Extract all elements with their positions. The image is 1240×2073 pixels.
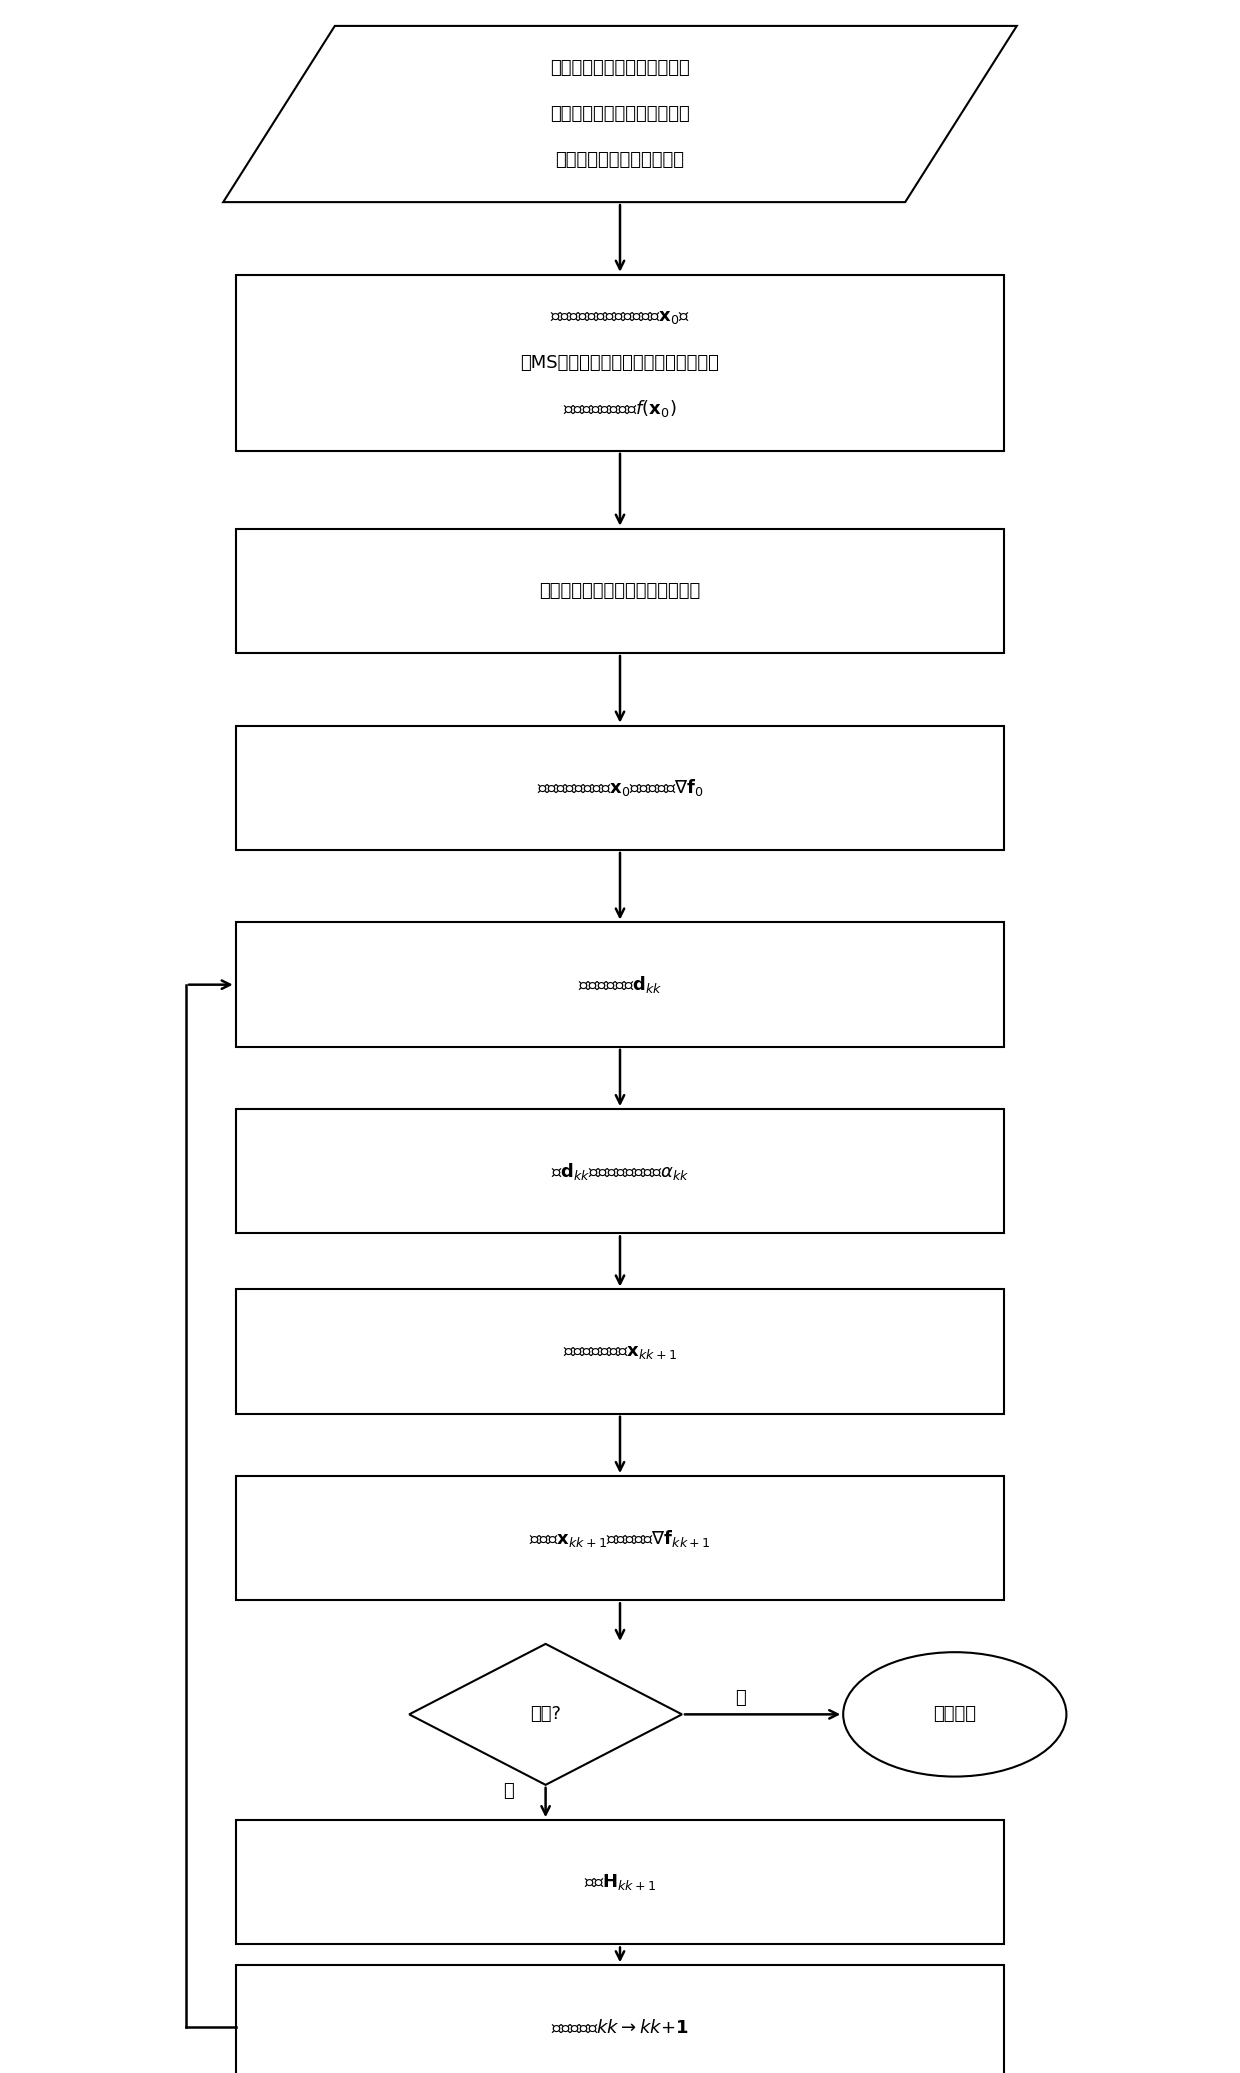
Text: 该总体拟合的误差$f$($\mathbf{x}_0$): 该总体拟合的误差$f$($\mathbf{x}_0$) [563, 398, 677, 419]
Text: 对MS法的拟合公式进行总体拟合并计算: 对MS法的拟合公式进行总体拟合并计算 [521, 354, 719, 371]
FancyBboxPatch shape [236, 922, 1004, 1047]
FancyBboxPatch shape [236, 1289, 1004, 1414]
Polygon shape [409, 1644, 682, 1785]
Text: 开始对滞后根向量进行非线性优化: 开始对滞后根向量进行非线性优化 [539, 583, 701, 599]
Text: 计算$\mathbf{H}_{kk+1}$: 计算$\mathbf{H}_{kk+1}$ [584, 1872, 656, 1893]
Text: 求下一个迭代点$\mathbf{x}_{kk+1}$: 求下一个迭代点$\mathbf{x}_{kk+1}$ [563, 1343, 677, 1360]
Text: 给定气动滞后根向量的初值$\mathbf{x}_0$，: 给定气动滞后根向量的初值$\mathbf{x}_0$， [551, 309, 689, 325]
Text: 计算点$\mathbf{x}_{kk+1}$处的梯度值$\nabla$$\mathbf{f}_{kk+1}$: 计算点$\mathbf{x}_{kk+1}$处的梯度值$\nabla$$\mat… [529, 1528, 711, 1549]
FancyBboxPatch shape [236, 1476, 1004, 1600]
Text: 率下的广义气动力系数矩阵: 率下的广义气动力系数矩阵 [556, 151, 684, 168]
Text: 是: 是 [735, 1689, 745, 1706]
FancyBboxPatch shape [236, 1109, 1004, 1233]
Text: 停止计算: 停止计算 [934, 1706, 976, 1723]
FancyBboxPatch shape [236, 529, 1004, 653]
Text: 沿$\mathbf{d}_{kk}$线性搜索步长因子$\alpha_{kk}$: 沿$\mathbf{d}_{kk}$线性搜索步长因子$\alpha_{kk}$ [551, 1161, 689, 1182]
Text: 收敛?: 收敛? [531, 1706, 560, 1723]
FancyBboxPatch shape [236, 726, 1004, 850]
Ellipse shape [843, 1652, 1066, 1777]
FancyBboxPatch shape [236, 1965, 1004, 2073]
Text: 模型，计算机翼在给定减缩频: 模型，计算机翼在给定减缩频 [551, 106, 689, 122]
FancyBboxPatch shape [236, 1820, 1004, 1944]
Text: 计算第一个迭代点$\mathbf{x}_0$处的梯度值$\nabla$$\mathbf{f}_0$: 计算第一个迭代点$\mathbf{x}_0$处的梯度值$\nabla$$\mat… [537, 777, 703, 798]
Text: 令迭代下标$kk\rightarrow kk$+$\mathbf{1}$: 令迭代下标$kk\rightarrow kk$+$\mathbf{1}$ [552, 2019, 688, 2036]
Text: 建立机翼有限元模型和气动力: 建立机翼有限元模型和气动力 [551, 60, 689, 77]
Polygon shape [223, 27, 1017, 203]
FancyBboxPatch shape [236, 276, 1004, 452]
Text: 确定搜索方向$\mathbf{d}_{kk}$: 确定搜索方向$\mathbf{d}_{kk}$ [578, 974, 662, 995]
Text: 否: 否 [503, 1783, 513, 1799]
